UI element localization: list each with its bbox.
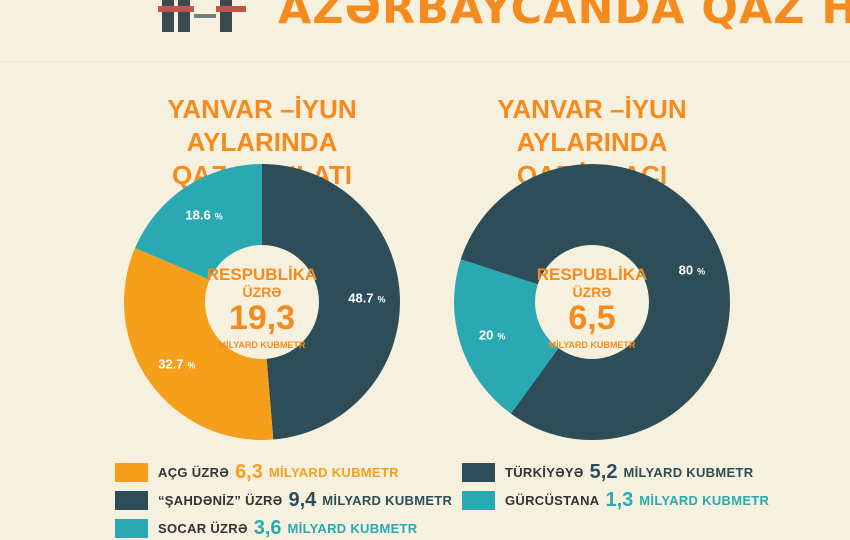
page-title: AZƏRBAYCANDA QAZ HASILATI (278, 0, 850, 34)
slice-label: 80% (679, 263, 705, 278)
gas-rig-icon (158, 0, 246, 32)
center-label-line2: ÜZRƏ (573, 284, 612, 300)
center-total-value: 19,3 (229, 299, 295, 337)
title-divider (0, 61, 850, 62)
header: AZƏRBAYCANDA QAZ HASILATI (0, 0, 850, 62)
slice-label: 32.7% (158, 357, 195, 372)
chart-title-line: YANVAR –İYUN AYLARINDA (167, 94, 357, 157)
chart-title-line: YANVAR –İYUN AYLARINDA (497, 94, 687, 157)
center-unit: MİLYARD KUBMETR (219, 340, 306, 350)
center-total-value: 6,5 (568, 299, 615, 337)
pie-slice-0 (262, 164, 401, 440)
center-label-line1: RESPUBLİKA (537, 265, 648, 284)
donut-hole (205, 245, 319, 359)
center-label-line1: RESPUBLİKA (207, 265, 318, 284)
slice-label: 20% (479, 327, 505, 342)
center-unit: MİLYARD KUBMETR (549, 340, 636, 350)
slice-label: 18.6% (185, 207, 222, 222)
center-label-line2: ÜZRƏ (243, 284, 282, 300)
donut-hole (535, 245, 649, 359)
slice-label: 48.7% (348, 291, 385, 306)
